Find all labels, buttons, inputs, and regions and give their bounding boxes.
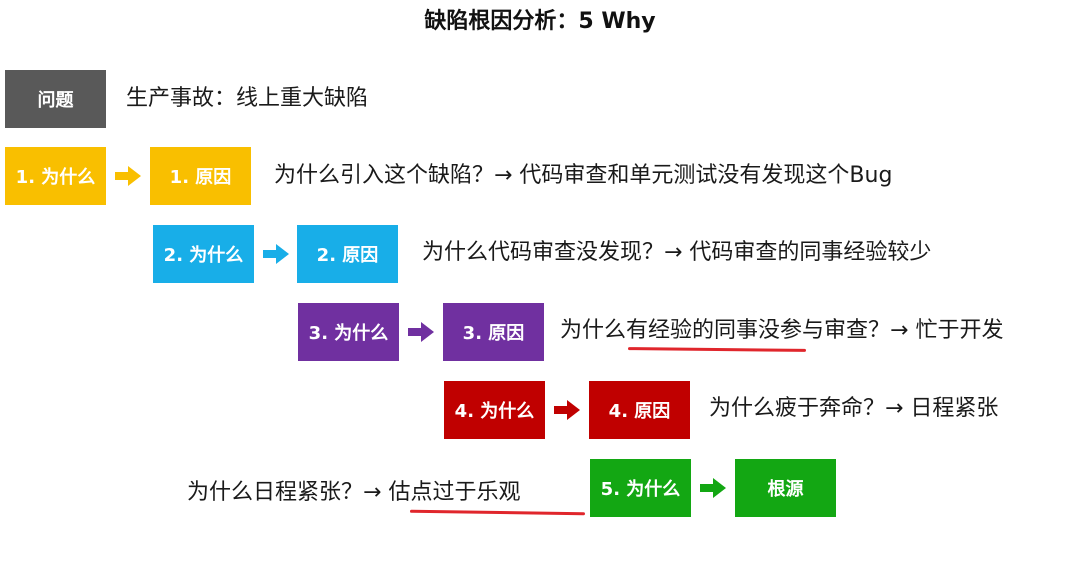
why-2-box: 2. 为什么 <box>153 225 254 283</box>
why-4-box: 4. 为什么 <box>444 381 545 439</box>
page-title: 缺陷根因分析：5 Why <box>424 9 656 34</box>
why-4-text: 为什么疲于奔命？→ 日程紧张 <box>709 396 999 421</box>
why-3-box: 3. 为什么 <box>298 303 399 361</box>
cause-3-box: 3. 原因 <box>443 303 544 361</box>
why-1-text: 为什么引入这个缺陷？→ 代码审查和单元测试没有发现这个Bug <box>274 163 893 188</box>
arrow-right-icon <box>700 477 726 499</box>
arrow-right-icon <box>263 243 289 265</box>
arrow-right-icon <box>408 321 434 343</box>
problem-text: 生产事故：线上重大缺陷 <box>126 86 369 111</box>
cause-2-box: 2. 原因 <box>297 225 398 283</box>
red-underline <box>409 509 586 516</box>
cause-4-box: 4. 原因 <box>589 381 690 439</box>
arrow-right-icon <box>115 165 141 187</box>
why-3-text-post: 参与审查？→ 忙于开发 <box>780 318 1004 343</box>
why-5-box: 5. 为什么 <box>590 459 691 517</box>
problem-box: 问题 <box>5 70 106 128</box>
why-1-box: 1. 为什么 <box>5 147 106 205</box>
why-3-text: 为什么有经验的同事没参与审查？→ 忙于开发 <box>560 316 1003 346</box>
why-5-text-underlined: 估点过于乐观 <box>388 480 521 505</box>
why-3-text-pre: 为什么 <box>560 318 627 343</box>
root-cause-box: 根源 <box>735 459 836 517</box>
why-5-text: 为什么日程紧张？→ 估点过于乐观 <box>187 478 520 508</box>
why-2-text: 为什么代码审查没发现？→ 代码审查的同事经验较少 <box>422 240 932 265</box>
why-3-text-underlined: 有经验的同事没 <box>626 318 781 343</box>
arrow-right-icon <box>554 399 580 421</box>
cause-1-box: 1. 原因 <box>150 147 251 205</box>
why-5-text-pre: 为什么日程紧张？→ <box>187 480 389 505</box>
red-underline <box>627 347 807 352</box>
